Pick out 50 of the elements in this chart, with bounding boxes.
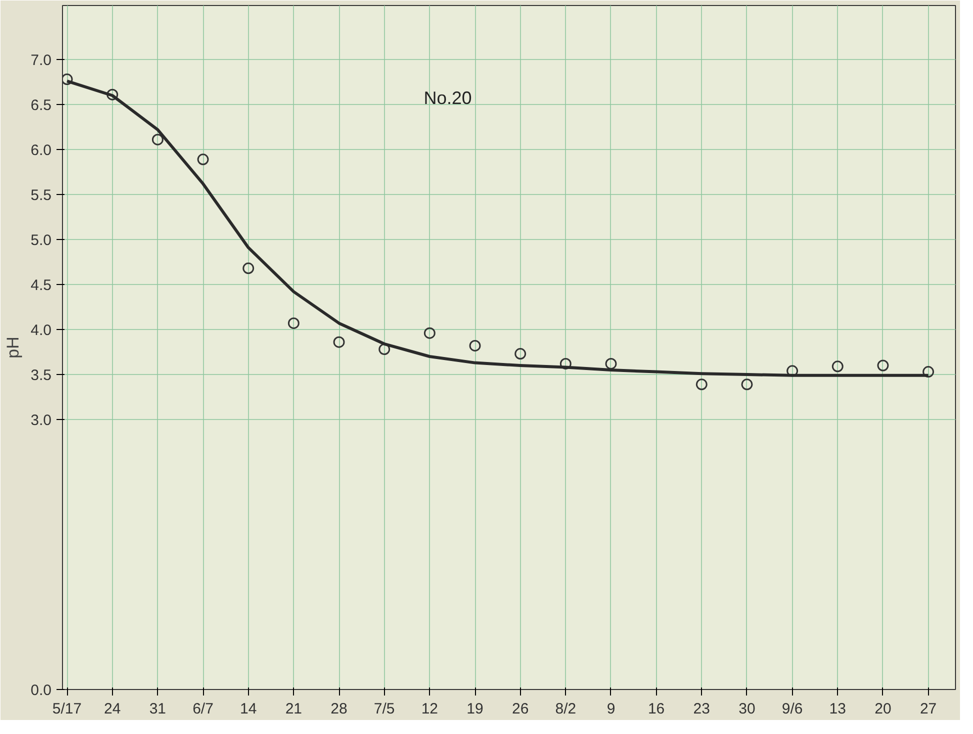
y-tick-label: 5.0 — [30, 232, 52, 249]
x-tick-label: 21 — [285, 700, 302, 718]
x-tick-label: 8/2 — [555, 700, 576, 718]
y-tick-label: 6.5 — [30, 97, 52, 114]
point — [741, 378, 753, 390]
point — [378, 344, 390, 356]
x-tick-label: 28 — [330, 700, 348, 718]
x-tick-label: 31 — [149, 700, 166, 718]
point — [877, 360, 889, 372]
point — [605, 358, 617, 370]
y-tick-label: 7.0 — [30, 52, 52, 69]
point — [696, 378, 708, 390]
point — [288, 317, 300, 329]
point — [333, 336, 345, 348]
x-tick-label: 19 — [466, 700, 484, 718]
y-tick-label: 6.0 — [30, 142, 52, 159]
x-tick-label: 20 — [874, 700, 892, 718]
point — [197, 154, 209, 166]
point — [514, 348, 526, 360]
y-tick-label: 4.0 — [30, 322, 52, 339]
y-tick-label: 3.5 — [30, 367, 52, 384]
x-tick-label: 16 — [648, 700, 665, 718]
x-tick-label: 14 — [240, 700, 257, 718]
y-tick-label: 0.0 — [30, 682, 52, 699]
y-tick-label: 5.5 — [30, 187, 52, 204]
x-tick-label: 13 — [829, 700, 846, 718]
x-tick-label: 9/6 — [782, 700, 803, 718]
point — [106, 88, 118, 100]
y-tick-label: 3.0 — [30, 412, 52, 429]
point — [424, 327, 436, 339]
point — [242, 262, 254, 274]
x-tick-label: 7/5 — [374, 700, 395, 718]
x-tick-label: 24 — [104, 700, 121, 718]
x-tick-label: 9 — [606, 700, 616, 718]
point — [922, 366, 934, 378]
x-tick-label: 12 — [421, 700, 438, 718]
y-tick-label: 4.5 — [30, 277, 52, 294]
annotation: No.20 — [424, 88, 472, 108]
point — [62, 74, 73, 86]
y-axis-title: pH — [4, 336, 23, 358]
x-tick-label: 26 — [512, 700, 529, 718]
x-tick-label: 23 — [693, 700, 710, 718]
point — [560, 358, 572, 370]
point — [152, 134, 164, 146]
x-tick-label: 30 — [738, 700, 756, 718]
point — [469, 340, 481, 352]
x-tick-label: 5/17 — [52, 700, 82, 718]
x-tick-label: 27 — [920, 700, 937, 718]
point — [832, 360, 844, 372]
x-tick-label: 6/7 — [192, 700, 214, 718]
